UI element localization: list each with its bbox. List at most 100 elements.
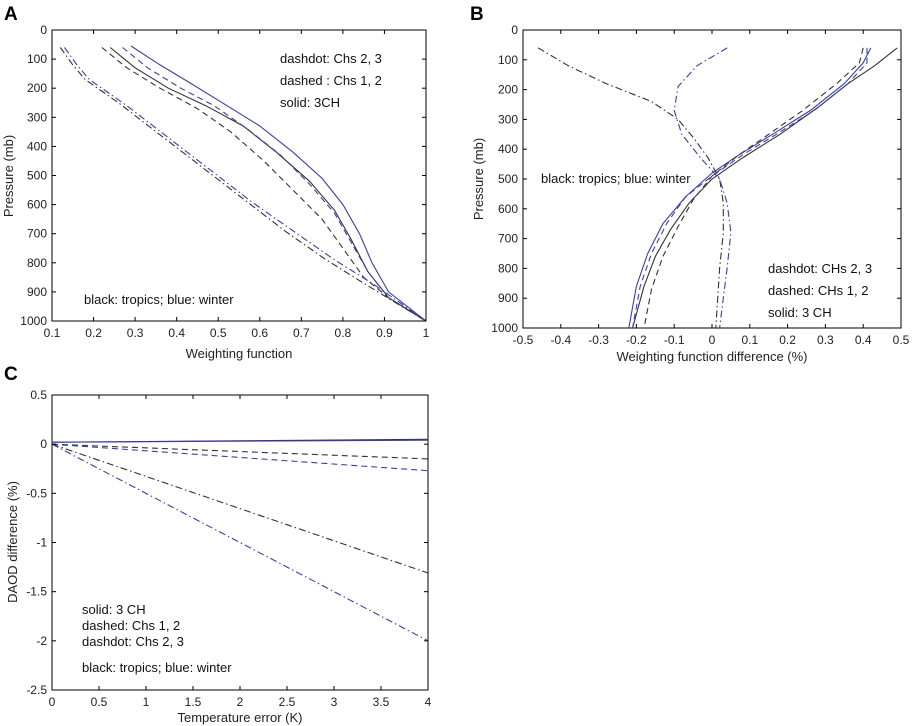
panel-b-y-tick-label: 500: [498, 172, 518, 186]
panel-c-x-tick-label: 2: [237, 695, 244, 709]
panel-b-x-tick-label: -0.1: [664, 333, 685, 347]
panel-a-x-tick-label: 0.9: [376, 326, 393, 340]
panel-c-y-tick-label: -2: [36, 634, 47, 648]
panel-a-series-dashed-winter: [122, 47, 427, 322]
panel-b-y-tick-label: 200: [498, 83, 518, 97]
panel-c-x-tick-label: 4: [425, 695, 432, 709]
panel-b-y-tick-label: 400: [498, 142, 518, 156]
panel-a-series-dashed-tropics: [101, 47, 427, 322]
panel-a-y-tick-label: 1000: [20, 314, 47, 328]
panel-b-y-ticks: 0 100 200 300 400 500 600 700 800 900 1000: [491, 23, 901, 335]
panel-b-x-tick-label: -0.4: [550, 333, 571, 347]
panel-b-x-tick-label: 0.3: [817, 333, 834, 347]
panel-a-x-tick-label: 1: [423, 326, 430, 340]
panel-b-series-dashed-winter: [632, 47, 868, 329]
panel-a-series-dashdot-tropics: [59, 47, 427, 322]
panel-a-x-tick-label: 0.7: [293, 326, 310, 340]
panel-c-annotation-colors: black: tropics; blue: winter: [82, 660, 232, 675]
panel-c-y-tick-label: -1.5: [26, 585, 47, 599]
panel-b-y-tick-label: 800: [498, 261, 518, 275]
panel-a-y-tick-label: 700: [27, 227, 47, 241]
panel-a-y-tick-label: 300: [27, 110, 47, 124]
panel-a-x-tick-label: 0.8: [335, 326, 352, 340]
panel-b-annotation-dashed: dashed: CHs 1, 2: [768, 283, 868, 298]
panel-a-y-tick-label: 200: [27, 81, 47, 95]
panel-a-y-label: Pressure (mb): [1, 135, 16, 217]
panel-b-x-tick-label: 0.5: [893, 333, 910, 347]
panel-b: B -0.5 -0.4 -0.3 -0.2 -0.1 0 0.1 0.2 0.3 0.4 0.5 0…: [470, 4, 910, 364]
panel-b-series-solid-tropics: [632, 47, 898, 329]
panel-c-x-tick-label: 3: [331, 695, 338, 709]
panel-b-x-tick-label: -0.2: [626, 333, 647, 347]
panel-a-label: A: [4, 4, 18, 25]
panel-a-series-dashdot-winter: [64, 47, 427, 322]
panel-c-annotation-solid: solid: 3 CH: [82, 602, 146, 617]
panel-c-series-solid-winter: [51, 439, 429, 443]
panel-c-x-tick-label: 0.5: [91, 695, 108, 709]
panel-b-annotation-solid: solid: 3 CH: [768, 305, 832, 320]
panel-c-x-tick-label: 1: [143, 695, 150, 709]
panel-c-y-tick-label: -1: [36, 536, 47, 550]
panel-a: A 0.1 0.2 0.3 0.4 0.5 0.6 0.7 0.8 0.9 1 0 100 200 30…: [1, 4, 430, 361]
panel-a-x-tick-label: 0.3: [127, 326, 144, 340]
panel-a-y-tick-label: 100: [27, 52, 47, 66]
panel-b-annotation-colors: black: tropics; blue: winter: [541, 171, 691, 186]
panel-a-y-tick-label: 500: [27, 169, 47, 183]
panel-a-annotation-dashed: dashed : Chs 1, 2: [280, 73, 382, 88]
panel-c-x-tick-label: 1.5: [185, 695, 202, 709]
panel-b-y-tick-label: 100: [498, 53, 518, 67]
panel-b-label: B: [470, 4, 484, 25]
panel-b-y-tick-label: 300: [498, 112, 518, 126]
panel-c-x-ticks: 0 0.5 1 1.5 2 2.5 3 3.5 4: [49, 395, 432, 709]
panel-b-y-tick-label: 1000: [491, 321, 518, 335]
panel-c-series-dashed-tropics: [51, 443, 429, 460]
panel-b-series-dashed-tropics: [643, 47, 864, 329]
panel-a-x-ticks: 0.1 0.2 0.3 0.4 0.5 0.6 0.7 0.8 0.9 1: [44, 30, 430, 340]
panel-a-y-tick-label: 400: [27, 139, 47, 153]
panel-a-annotation-dashdot: dashdot: Chs 2, 3: [280, 51, 382, 66]
panel-b-x-tick-label: -0.3: [588, 333, 609, 347]
panel-b-x-tick-label: -0.5: [513, 333, 534, 347]
panel-a-x-tick-label: 0.2: [85, 326, 102, 340]
panel-c-x-tick-label: 3.5: [373, 695, 390, 709]
panel-a-y-tick-label: 900: [27, 285, 47, 299]
panel-b-x-tick-label: 0.4: [855, 333, 872, 347]
panel-b-series-dashdot-tropics: [537, 47, 724, 329]
panel-c-annotation-dashed: dashed: Chs 1, 2: [82, 618, 180, 633]
panel-c-annotation-dashdot: dashdot: Chs 2, 3: [82, 634, 184, 649]
panel-a-series-solid-winter: [130, 45, 427, 322]
panel-a-x-tick-label: 0.6: [251, 326, 268, 340]
panel-a-y-tick-label: 0: [40, 23, 47, 37]
panel-b-series-dashdot-winter: [673, 47, 732, 329]
panel-b-y-tick-label: 900: [498, 291, 518, 305]
panel-c-series-dashdot-winter: [51, 443, 429, 642]
panel-c-series: [51, 438, 429, 642]
panel-a-x-tick-label: 0.1: [44, 326, 61, 340]
panel-b-y-tick-label: 600: [498, 202, 518, 216]
panel-b-x-ticks: -0.5 -0.4 -0.3 -0.2 -0.1 0 0.1 0.2 0.3 0.4 0.5: [513, 30, 910, 347]
panel-a-annotation-solid: solid: 3CH: [280, 95, 340, 110]
panel-c-x-tick-label: 0: [49, 695, 56, 709]
panel-c-y-tick-label: 0.5: [30, 388, 47, 402]
panel-c-label: C: [4, 364, 18, 385]
panel-b-x-tick-label: 0.2: [779, 333, 796, 347]
panel-b-series: [537, 47, 898, 329]
panel-b-x-label: Weighting function difference (%): [616, 349, 807, 364]
panel-a-x-label: Weighting function: [186, 346, 293, 361]
panel-c: C 0 0.5 1 1.5 2 2.5 3 3.5 4 0.5 0 -0.5 -1 -1.5 -2 -2.5…: [4, 364, 432, 725]
panel-b-x-tick-label: 0.1: [741, 333, 758, 347]
panel-b-y-tick-label: 700: [498, 232, 518, 246]
panel-b-x-tick-label: 0: [709, 333, 716, 347]
panel-a-x-tick-label: 0.5: [210, 326, 227, 340]
panel-c-y-tick-label: -2.5: [26, 683, 47, 697]
panel-c-y-tick-label: -0.5: [26, 486, 47, 500]
panel-b-series-solid-winter: [628, 47, 872, 329]
panel-a-y-ticks: 0 100 200 300 400 500 600 700 800 900 1000: [20, 23, 426, 328]
panel-c-series-dashdot-tropics: [51, 443, 429, 574]
panel-a-x-tick-label: 0.4: [168, 326, 185, 340]
panel-c-x-label: Temperature error (K): [178, 710, 303, 725]
panel-c-y-ticks: 0.5 0 -0.5 -1 -1.5 -2 -2.5: [26, 388, 428, 697]
panel-a-y-tick-label: 600: [27, 198, 47, 212]
panel-b-y-tick-label: 0: [511, 23, 518, 37]
